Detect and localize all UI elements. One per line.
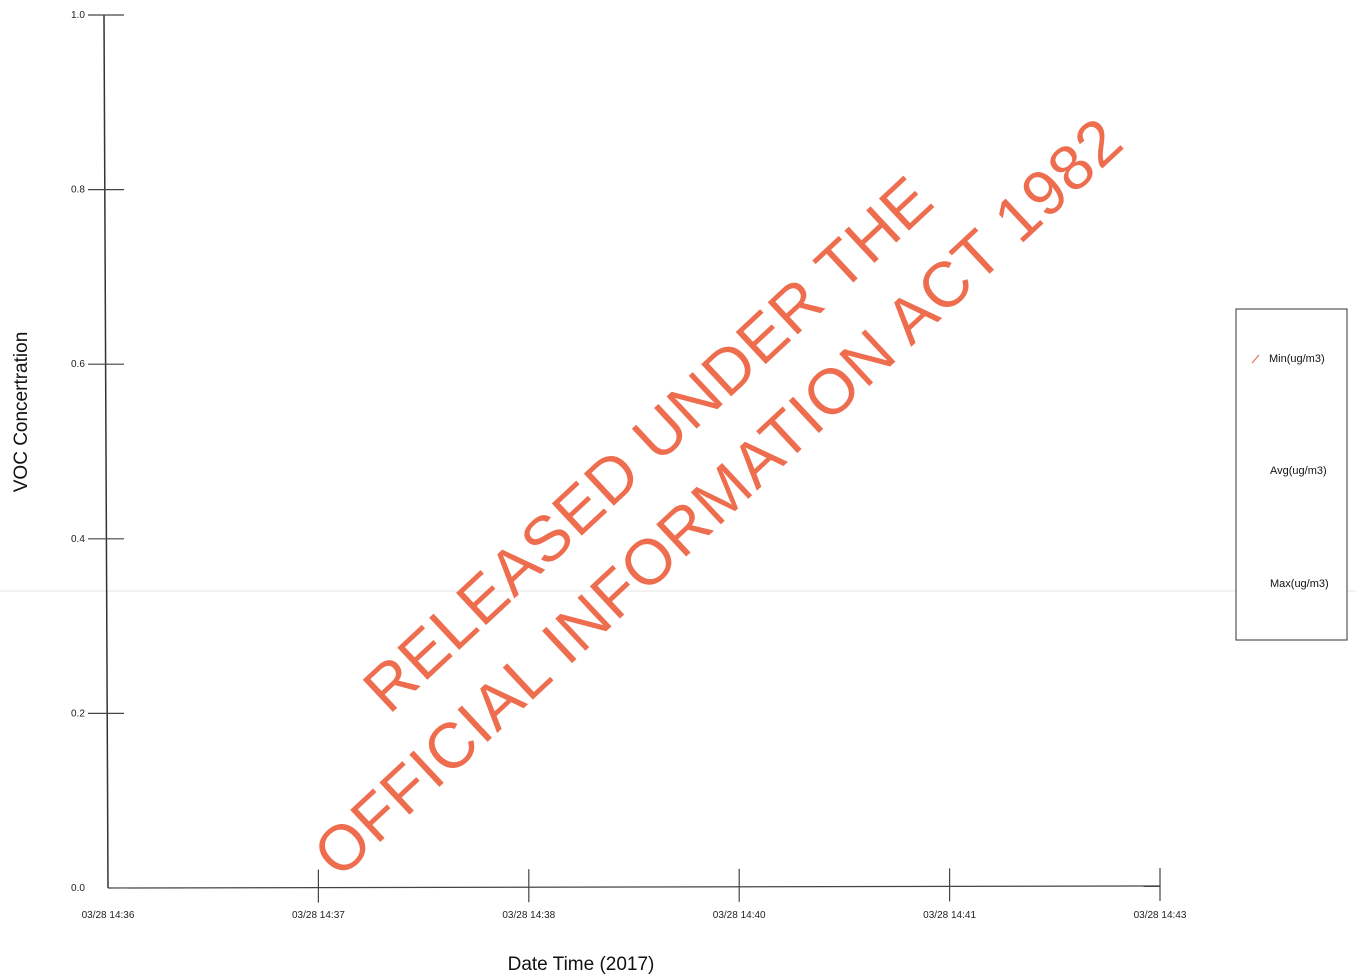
x-tick-label: 03/28 14:36 — [82, 910, 135, 921]
y-tick-label: 1.0 — [71, 10, 85, 21]
y-axis-title: VOC Concertration — [11, 332, 32, 493]
x-tick-label: 03/28 14:40 — [713, 910, 766, 921]
y-tick-label: 0.4 — [71, 534, 85, 545]
x-tick-label: 03/28 14:43 — [1134, 910, 1187, 921]
x-tick-label: 03/28 14:41 — [923, 910, 976, 921]
watermark-line-1: RELEASED UNDER THE — [349, 162, 946, 726]
legend-label-min: Min(ug/m3) — [1269, 353, 1325, 365]
legend: Min(ug/m3) Avg(ug/m3) Max(ug/m3) — [1235, 308, 1348, 641]
y-axis-line — [103, 14, 109, 889]
y-tick-label: 0.2 — [71, 708, 85, 719]
watermark-line-2: OFFICIAL INFORMATION ACT 1982 — [300, 103, 1137, 890]
y-tick-label: 0.8 — [71, 185, 85, 196]
legend-label-max: Max(ug/m3) — [1270, 578, 1329, 590]
watermark: RELEASED UNDER THE OFFICIAL INFORMATION … — [300, 103, 1137, 890]
y-ticks: 0.0 0.2 0.4 0.6 0.8 1.0 — [71, 10, 124, 894]
legend-swatch-min — [1251, 354, 1260, 364]
legend-label-avg: Avg(ug/m3) — [1270, 465, 1327, 477]
legend-box — [1235, 308, 1348, 641]
y-tick-label: 0.0 — [71, 883, 85, 894]
x-tick-label: 03/28 14:37 — [292, 910, 345, 921]
x-tick-label: 03/28 14:38 — [502, 910, 555, 921]
x-ticks: 03/28 14:36 03/28 14:37 03/28 14:38 03/28 1… — [82, 868, 1187, 921]
y-tick-label: 0.6 — [71, 359, 85, 370]
x-axis-title: Date Time (2017) — [508, 954, 655, 975]
x-axis-line — [107, 885, 1161, 889]
